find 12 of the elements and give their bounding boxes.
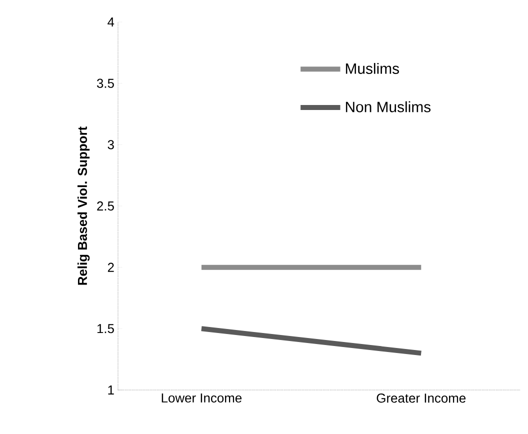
y-tick-label: 3 xyxy=(108,140,114,150)
x-tick-label: Greater Income xyxy=(376,394,466,403)
y-tick-label: 2.5 xyxy=(97,201,114,211)
legend-label: Muslims xyxy=(346,62,399,74)
y-tick-label: 4 xyxy=(108,18,114,26)
y-tick-label: 1 xyxy=(108,386,114,394)
x-tick-label: Lower Income xyxy=(162,394,242,403)
y-axis-title: Relig Based Viol. Support xyxy=(78,126,90,285)
y-tick-label: 2 xyxy=(108,262,114,272)
y-tick-label: 3.5 xyxy=(96,78,114,88)
legend-label: Non Muslims xyxy=(346,101,431,112)
y-tick-label: 1.5 xyxy=(97,324,114,334)
